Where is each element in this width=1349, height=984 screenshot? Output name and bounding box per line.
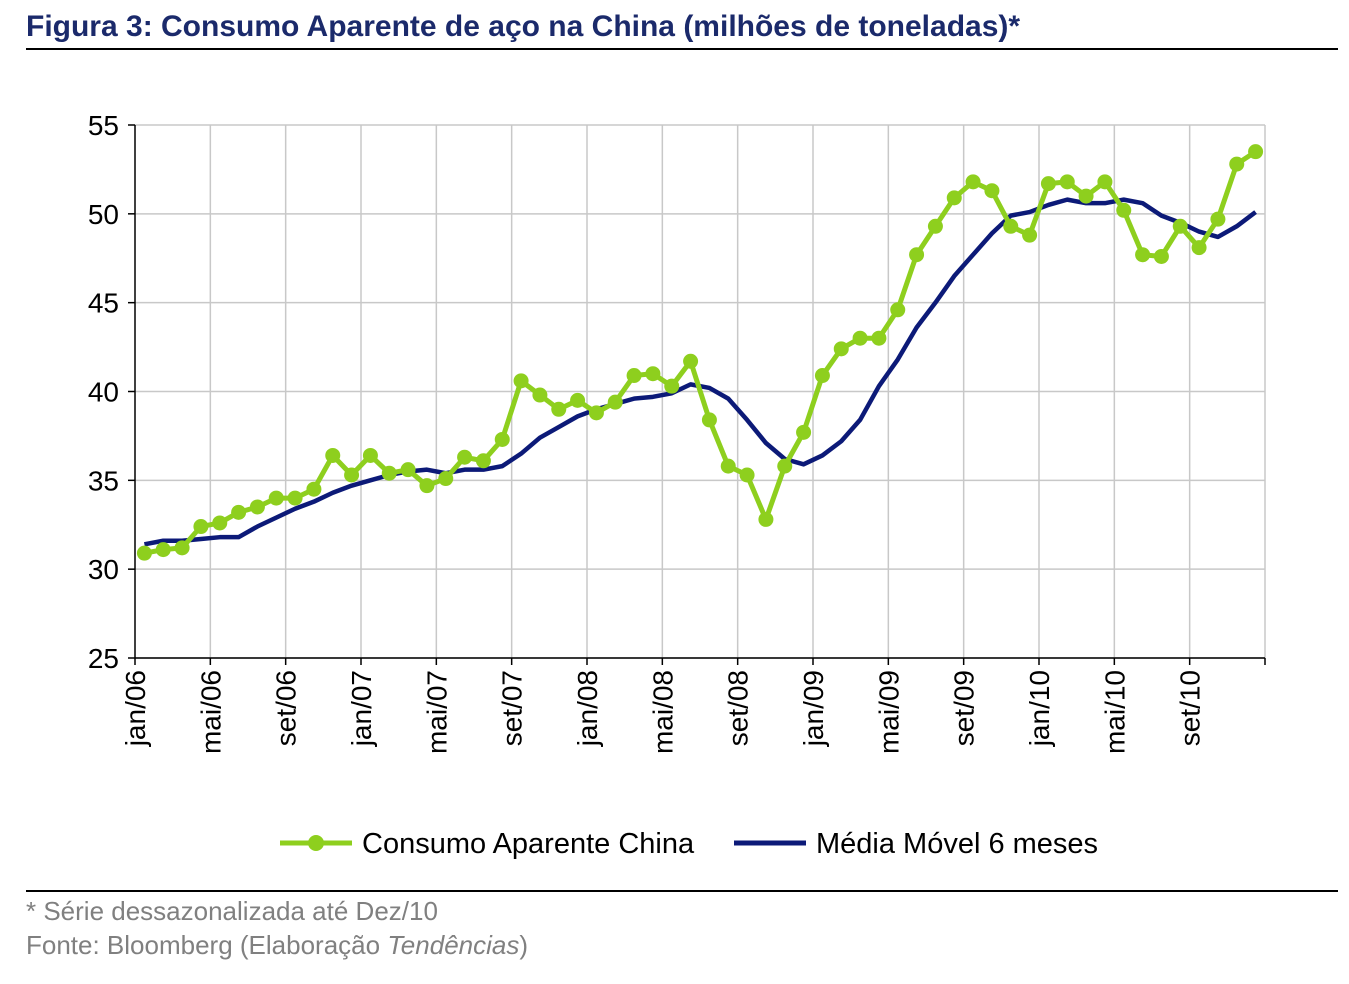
data-point-consumo — [457, 449, 473, 465]
series-consumo-aparente — [136, 144, 1264, 561]
data-point-consumo — [438, 471, 454, 487]
y-tick-label: 55 — [88, 110, 119, 141]
source-note: Fonte: Bloomberg (Elaboração Tendências) — [26, 930, 528, 961]
data-point-consumo — [1229, 156, 1245, 172]
data-point-consumo — [1135, 247, 1151, 263]
y-axis-ticks: 55 50 45 40 35 30 25 — [88, 110, 135, 674]
data-point-consumo — [645, 366, 661, 382]
data-point-consumo — [551, 401, 567, 417]
source-prefix: Fonte: Bloomberg (Elaboração — [26, 930, 388, 960]
data-point-consumo — [890, 302, 906, 318]
data-point-consumo — [174, 540, 190, 556]
source-suffix: ) — [519, 930, 529, 960]
data-point-consumo — [965, 174, 981, 190]
y-tick-label: 30 — [88, 554, 119, 585]
x-tick-label: mai/10 — [1099, 670, 1130, 754]
data-point-consumo — [155, 542, 171, 558]
x-tick-label: set/09 — [949, 670, 980, 746]
y-tick-label: 40 — [88, 377, 119, 408]
legend-label-consumo: Consumo Aparente China — [362, 828, 695, 860]
data-point-consumo — [1022, 227, 1038, 243]
data-point-consumo — [532, 387, 548, 403]
y-tick-label: 50 — [88, 199, 119, 230]
legend-label-media: Média Móvel 6 meses — [816, 828, 1098, 860]
data-point-consumo — [1097, 174, 1113, 190]
x-tick-label: set/06 — [271, 670, 302, 746]
source-italic: Tendências — [387, 930, 520, 960]
x-tick-label: mai/06 — [195, 670, 226, 754]
data-point-consumo — [720, 458, 736, 474]
footnote: * Série dessazonalizada até Dez/10 — [26, 896, 438, 926]
data-point-consumo — [701, 412, 717, 428]
data-point-consumo — [946, 190, 962, 206]
data-point-consumo — [1040, 176, 1056, 192]
x-tick-label: set/08 — [723, 670, 754, 746]
data-point-consumo — [306, 481, 322, 497]
line-chart: 55 50 45 40 35 30 25 jan/06 mai/06 set/06 jan/07 m… — [88, 110, 1266, 860]
data-point-consumo — [1172, 218, 1188, 234]
data-point-consumo — [494, 431, 510, 447]
data-point-consumo — [1191, 240, 1207, 256]
data-point-consumo — [683, 353, 699, 369]
data-point-consumo — [626, 368, 642, 384]
data-point-consumo — [852, 330, 868, 346]
data-point-consumo — [400, 462, 416, 478]
legend: Consumo Aparente China Média Móvel 6 mes… — [280, 828, 1098, 860]
data-point-consumo — [588, 405, 604, 421]
x-tick-label: mai/07 — [421, 670, 452, 754]
legend-marker-consumo — [308, 835, 324, 851]
data-point-consumo — [344, 467, 360, 483]
data-point-consumo — [570, 392, 586, 408]
x-axis-ticks: jan/06 mai/06 set/06 jan/07 mai/07 set/07 jan/… — [120, 658, 1266, 754]
title-rule — [26, 48, 1338, 50]
data-point-consumo — [984, 183, 1000, 199]
footer-rule — [26, 890, 1338, 892]
data-point-consumo — [231, 504, 247, 520]
data-point-consumo — [758, 511, 774, 527]
data-point-consumo — [513, 373, 529, 389]
data-point-consumo — [212, 515, 228, 531]
data-point-consumo — [287, 490, 303, 506]
data-point-consumo — [362, 447, 378, 463]
data-point-consumo — [1116, 202, 1132, 218]
x-tick-label: jan/10 — [1024, 670, 1055, 747]
data-point-consumo — [268, 490, 284, 506]
x-tick-label: set/10 — [1175, 670, 1206, 746]
x-tick-label: jan/08 — [572, 670, 603, 747]
figure-title: Figura 3: Consumo Aparente de aço na Chi… — [26, 10, 1021, 43]
data-point-consumo — [664, 378, 680, 394]
data-point-consumo — [607, 394, 623, 410]
data-point-consumo — [796, 424, 812, 440]
x-tick-label: jan/07 — [346, 670, 377, 747]
y-tick-label: 35 — [88, 465, 119, 496]
x-tick-label: mai/08 — [647, 670, 678, 754]
data-point-consumo — [1078, 188, 1094, 204]
data-point-consumo — [193, 519, 209, 535]
data-point-consumo — [249, 499, 265, 515]
data-point-consumo — [1153, 248, 1169, 264]
data-point-consumo — [833, 341, 849, 357]
data-point-consumo — [475, 453, 491, 469]
data-point-consumo — [1248, 144, 1264, 160]
x-tick-label: jan/09 — [798, 670, 829, 747]
data-point-consumo — [1059, 174, 1075, 190]
y-tick-label: 25 — [88, 643, 119, 674]
y-tick-label: 45 — [88, 288, 119, 319]
data-point-consumo — [381, 465, 397, 481]
x-tick-label: set/07 — [497, 670, 528, 746]
data-point-consumo — [909, 247, 925, 263]
x-tick-label: mai/09 — [873, 670, 904, 754]
data-point-consumo — [136, 545, 152, 561]
data-point-consumo — [325, 447, 341, 463]
data-point-consumo — [871, 330, 887, 346]
data-point-consumo — [1003, 218, 1019, 234]
data-point-consumo — [814, 368, 830, 384]
data-point-consumo — [777, 458, 793, 474]
x-tick-label: jan/06 — [120, 670, 151, 747]
data-point-consumo — [419, 478, 435, 494]
data-point-consumo — [739, 467, 755, 483]
data-point-consumo — [1210, 211, 1226, 227]
data-point-consumo — [927, 218, 943, 234]
